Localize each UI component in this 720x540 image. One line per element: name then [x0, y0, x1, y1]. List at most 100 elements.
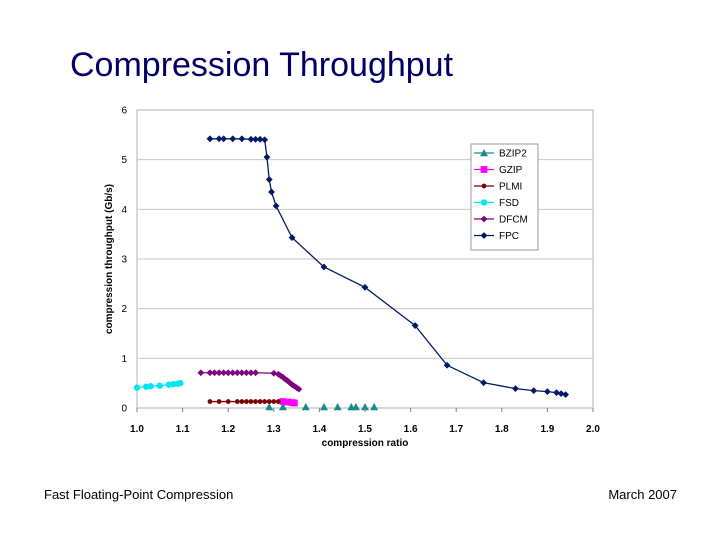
data-point-plmi: [275, 399, 281, 404]
data-point-fpc: [256, 135, 264, 143]
data-point-gzip: [290, 399, 298, 407]
data-point-fpc: [215, 135, 223, 143]
y-tick-label: 0: [121, 404, 127, 415]
legend-label-bzip2: BZIP2: [499, 149, 527, 160]
data-point-dfcm: [252, 369, 259, 377]
legend-label-dfcm: DFCM: [499, 215, 528, 226]
footer-left-text: Fast Floating-Point Compression: [44, 487, 234, 502]
data-point-fpc: [268, 188, 275, 196]
data-point-dfcm: [243, 369, 250, 377]
y-axis-title: compression throughput (Gb/s): [104, 184, 115, 334]
x-tick-label: 1.3: [267, 424, 281, 435]
legend-item-bzip2: BZIP2: [474, 149, 527, 160]
y-tick-label: 3: [121, 255, 127, 266]
legend-marker-fsd: [480, 199, 488, 206]
data-point-dfcm: [224, 369, 232, 377]
legend-marker-bzip2: [480, 149, 488, 157]
data-point-fpc: [263, 153, 271, 161]
data-point-dfcm: [247, 369, 255, 377]
data-point-plmi: [216, 399, 222, 404]
data-point-fpc: [252, 135, 259, 143]
data-point-bzip2: [351, 403, 360, 411]
data-point-fpc: [261, 136, 269, 144]
slide-title: Compression Throughput: [70, 46, 454, 84]
data-point-fsd: [156, 382, 163, 389]
data-point-fpc: [530, 387, 538, 395]
axes: 0 1 2 3 4 5 6 1.0 1.1 1.2 1.3 1.4 1.5 1.6 1.7 1.8 1.9 2.0: [121, 106, 600, 436]
data-point-fsd: [133, 384, 141, 391]
series-fpc: [206, 135, 570, 398]
series-layer: [133, 135, 570, 411]
series-gzip: [279, 398, 298, 407]
data-point-plmi: [244, 399, 249, 404]
x-tick-label: 1.5: [358, 424, 372, 435]
data-point-dfcm: [229, 369, 237, 377]
data-point-bzip2: [278, 403, 287, 411]
x-tick-label: 1.4: [312, 424, 326, 435]
data-point-plmi: [253, 399, 258, 404]
data-point-dfcm: [211, 369, 218, 377]
data-point-fpc: [220, 135, 228, 143]
legend-item-gzip: GZIP: [474, 165, 523, 176]
legend-item-dfcm: DFCM: [474, 215, 528, 226]
x-tick-label: 1.7: [449, 424, 463, 435]
legend-marker-dfcm: [480, 215, 488, 223]
data-point-fsd: [177, 379, 184, 387]
data-point-bzip2: [319, 403, 328, 411]
data-point-fpc: [411, 322, 419, 329]
legend-label-fsd: FSD: [499, 198, 519, 209]
data-point-plmi: [234, 399, 240, 404]
legend-marker-plmi: [481, 183, 487, 189]
y-tick-label: 6: [121, 106, 127, 117]
y-tick-label: 1: [121, 354, 127, 365]
data-point-plmi: [248, 399, 254, 404]
data-point-bzip2: [265, 403, 274, 411]
data-point-fpc: [480, 379, 487, 387]
data-point-fpc: [361, 283, 369, 291]
data-point-fpc: [443, 361, 451, 369]
data-point-plmi: [271, 399, 277, 404]
x-tick-label: 1.0: [130, 424, 144, 435]
legend-marker-fpc: [480, 232, 488, 239]
data-point-bzip2: [301, 403, 310, 411]
data-point-bzip2: [333, 403, 342, 411]
x-tick-label: 2.0: [586, 424, 600, 435]
data-point-fpc: [238, 135, 246, 143]
x-tick-label: 1.8: [495, 424, 509, 435]
legend-item-fsd: FSD: [474, 198, 519, 209]
legend-item-fpc: FPC: [474, 231, 519, 242]
legend-marker-gzip: [480, 166, 488, 173]
data-point-plmi: [239, 399, 245, 404]
data-point-fpc: [320, 263, 328, 271]
data-point-plmi: [207, 399, 213, 404]
data-point-fpc: [288, 234, 296, 242]
data-point-plmi: [262, 399, 268, 404]
data-point-fpc: [557, 390, 565, 397]
legend-item-plmi: PLMI: [474, 182, 522, 193]
legend-box: [470, 143, 539, 251]
data-point-fpc: [544, 388, 551, 396]
data-point-dfcm: [197, 369, 205, 377]
x-tick-label: 1.6: [404, 424, 418, 435]
footer-date: March 2007: [608, 487, 677, 502]
data-point-fpc: [206, 135, 214, 143]
data-point-bzip2: [370, 403, 379, 411]
y-tick-label: 2: [121, 304, 127, 315]
data-point-gzip: [284, 398, 291, 406]
data-point-dfcm: [270, 369, 278, 377]
data-point-dfcm: [215, 369, 223, 377]
data-point-fpc: [512, 385, 519, 393]
y-tick-label: 4: [121, 205, 127, 216]
data-point-fpc: [272, 202, 280, 210]
data-point-fpc: [229, 135, 237, 143]
data-point-dfcm: [238, 369, 246, 377]
data-point-fpc: [553, 389, 560, 397]
data-point-dfcm: [233, 369, 241, 377]
data-point-plmi: [257, 399, 263, 404]
data-point-dfcm: [290, 382, 298, 390]
series-fsd: [133, 379, 184, 391]
legend-label-gzip: GZIP: [499, 165, 523, 176]
x-tick-label: 1.1: [176, 424, 190, 435]
data-point-plmi: [266, 399, 272, 404]
